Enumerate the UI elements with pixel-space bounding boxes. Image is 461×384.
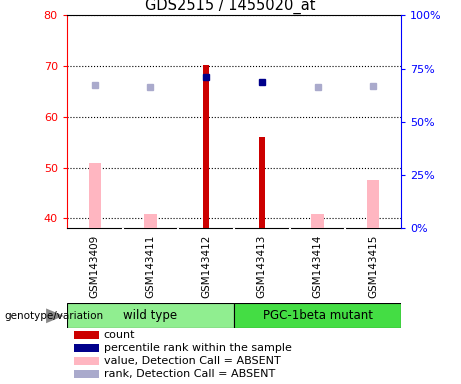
Bar [144, 214, 157, 228]
Text: percentile rank within the sample: percentile rank within the sample [104, 343, 291, 353]
Text: PGC-1beta mutant: PGC-1beta mutant [262, 310, 372, 322]
Bar [367, 180, 379, 228]
Text: genotype/variation: genotype/variation [5, 311, 104, 321]
Bar [73, 331, 99, 339]
Bar [203, 65, 209, 228]
Bar [311, 214, 324, 228]
Polygon shape [46, 308, 64, 323]
Bar [73, 370, 99, 378]
Text: rank, Detection Call = ABSENT: rank, Detection Call = ABSENT [104, 369, 275, 379]
Text: GSM143412: GSM143412 [201, 234, 211, 298]
Bar [73, 344, 99, 352]
Text: GSM143415: GSM143415 [368, 234, 378, 298]
Bar [73, 357, 99, 364]
Text: GSM143414: GSM143414 [313, 234, 323, 298]
Text: GSM143409: GSM143409 [90, 234, 100, 298]
Text: GSM143411: GSM143411 [145, 234, 155, 298]
Bar [259, 137, 265, 228]
Text: value, Detection Call = ABSENT: value, Detection Call = ABSENT [104, 356, 280, 366]
Text: count: count [104, 330, 135, 340]
Bar [234, 303, 401, 328]
Bar [89, 162, 101, 228]
Bar [67, 303, 234, 328]
Text: wild type: wild type [124, 310, 177, 322]
Text: GDS2515 / 1455020_at: GDS2515 / 1455020_at [145, 0, 316, 14]
Text: GSM143413: GSM143413 [257, 234, 267, 298]
